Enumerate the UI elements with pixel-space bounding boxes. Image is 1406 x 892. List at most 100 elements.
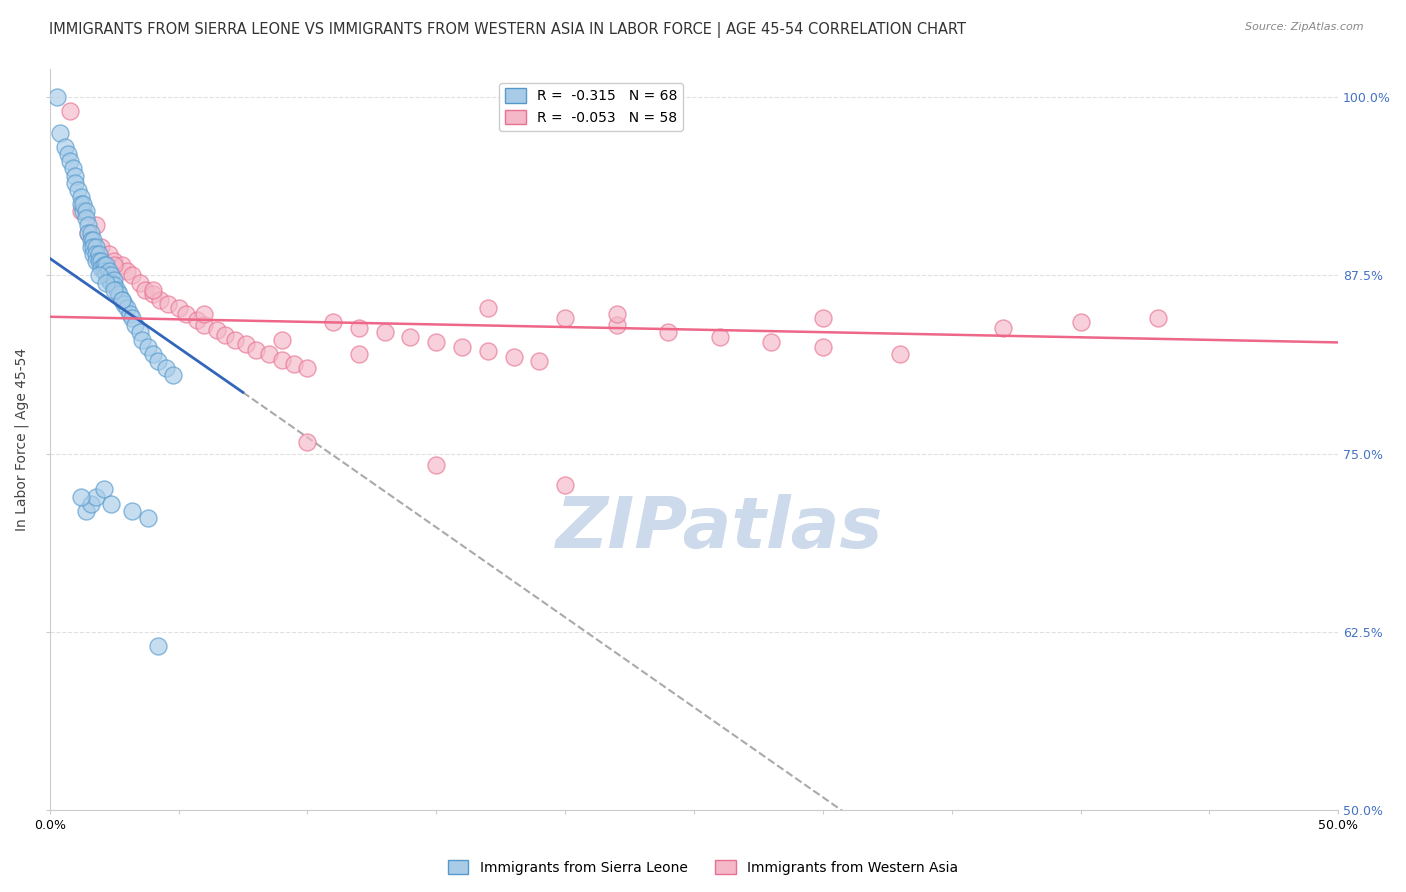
Point (245, 343, 267, 357)
Point (82, 247, 104, 261)
Text: IMMIGRANTS FROM SIERRA LEONE VS IMMIGRANTS FROM WESTERN ASIA IN LABOR FORCE | AG: IMMIGRANTS FROM SIERRA LEONE VS IMMIGRAN… (49, 22, 966, 38)
Point (84, 240, 107, 254)
Point (174, 307, 197, 321)
Point (554, 478, 576, 492)
Point (56, 147, 79, 161)
Text: Source: ZipAtlas.com: Source: ZipAtlas.com (1246, 22, 1364, 32)
Legend: R =  -0.315   N = 68, R =  -0.053   N = 58: R = -0.315 N = 68, R = -0.053 N = 58 (499, 83, 682, 130)
Point (477, 301, 499, 316)
Point (993, 321, 1015, 335)
Point (105, 283, 128, 297)
Point (134, 283, 156, 297)
Point (75, 211, 97, 226)
Point (75, 204, 97, 219)
Point (224, 333, 246, 347)
Point (297, 435, 319, 450)
Point (118, 307, 141, 321)
Point (53, 140, 76, 154)
Point (214, 328, 236, 343)
Point (96, 267, 118, 281)
Point (162, 368, 184, 383)
Point (149, 293, 172, 307)
Point (131, 333, 153, 347)
Point (66, 183, 89, 197)
Point (80, 497, 103, 511)
Point (761, 335, 783, 350)
Point (87, 254, 110, 268)
Point (167, 301, 190, 316)
Point (87, 268, 110, 283)
Point (96, 259, 118, 273)
Point (399, 329, 422, 343)
Point (84, 490, 107, 504)
Point (69, 204, 91, 219)
Point (142, 283, 165, 297)
Point (124, 318, 146, 333)
Point (108, 287, 131, 301)
Point (374, 326, 396, 340)
Point (128, 276, 150, 290)
Point (115, 301, 138, 316)
Point (657, 326, 679, 340)
Point (69, 197, 91, 211)
Point (709, 329, 731, 343)
Point (121, 311, 143, 326)
Point (811, 340, 834, 354)
Point (257, 347, 280, 361)
Point (84, 219, 107, 233)
Point (90, 254, 112, 268)
Point (96, 276, 118, 290)
Point (82, 233, 104, 247)
Point (75, 504, 97, 518)
Point (283, 357, 305, 371)
Point (69, 490, 91, 504)
Point (59, 154, 82, 169)
Point (136, 340, 159, 354)
Point (142, 347, 165, 361)
Point (146, 354, 169, 368)
Point (100, 497, 122, 511)
Point (477, 343, 499, 358)
Point (97, 264, 120, 278)
Point (425, 458, 447, 472)
Point (235, 336, 257, 351)
Point (186, 312, 208, 326)
Point (72, 197, 94, 211)
Point (77, 219, 100, 233)
Point (97, 247, 120, 261)
Point (529, 354, 551, 368)
Point (425, 335, 447, 350)
Y-axis label: In Labor Force | Age 45-54: In Labor Force | Age 45-54 (15, 348, 30, 531)
Point (103, 283, 125, 297)
Point (69, 190, 91, 204)
Point (193, 307, 215, 321)
Point (270, 333, 292, 347)
Point (103, 259, 125, 273)
Point (270, 352, 292, 367)
Point (111, 293, 134, 307)
Point (322, 316, 344, 330)
Point (889, 347, 911, 361)
Point (205, 323, 228, 337)
Point (84, 254, 107, 268)
Point (97, 273, 120, 287)
Point (93, 483, 115, 497)
Point (65, 176, 87, 190)
Point (80, 240, 103, 254)
Point (84, 247, 107, 261)
Point (136, 511, 159, 525)
Legend: Immigrants from Sierra Leone, Immigrants from Western Asia: Immigrants from Sierra Leone, Immigrants… (441, 855, 965, 880)
Point (347, 321, 370, 335)
Point (65, 169, 87, 183)
Point (128, 326, 150, 340)
Point (103, 254, 125, 268)
Point (347, 347, 370, 361)
Point (193, 318, 215, 333)
Point (606, 307, 628, 321)
Point (100, 268, 122, 283)
Point (1070, 316, 1092, 330)
Point (554, 311, 576, 326)
Point (100, 276, 122, 290)
Point (451, 340, 474, 354)
Point (502, 350, 524, 364)
